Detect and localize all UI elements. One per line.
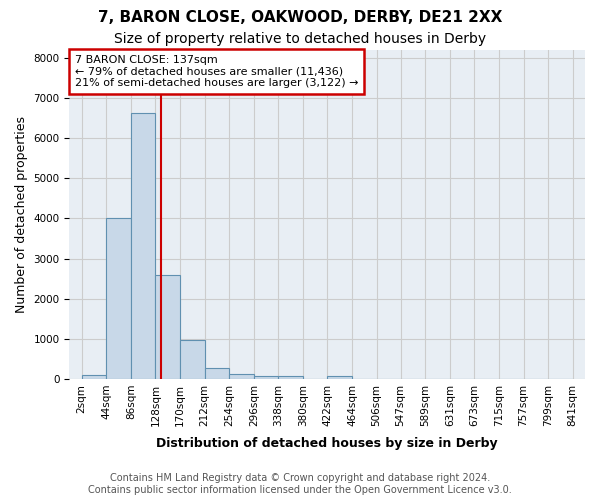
Bar [278, 376, 303, 379]
Bar [254, 376, 278, 379]
Bar [180, 340, 205, 379]
X-axis label: Distribution of detached houses by size in Derby: Distribution of detached houses by size … [157, 437, 498, 450]
Text: 7, BARON CLOSE, OAKWOOD, DERBY, DE21 2XX: 7, BARON CLOSE, OAKWOOD, DERBY, DE21 2XX [98, 10, 502, 25]
Bar [82, 375, 106, 379]
Bar [205, 368, 229, 379]
Bar [131, 114, 155, 379]
Bar [155, 274, 180, 379]
Bar [328, 376, 352, 379]
Text: Contains HM Land Registry data © Crown copyright and database right 2024.
Contai: Contains HM Land Registry data © Crown c… [88, 474, 512, 495]
Bar [106, 218, 131, 379]
Text: Size of property relative to detached houses in Derby: Size of property relative to detached ho… [114, 32, 486, 46]
Bar [229, 374, 254, 379]
Text: 7 BARON CLOSE: 137sqm
← 79% of detached houses are smaller (11,436)
21% of semi-: 7 BARON CLOSE: 137sqm ← 79% of detached … [74, 55, 358, 88]
Y-axis label: Number of detached properties: Number of detached properties [15, 116, 28, 313]
